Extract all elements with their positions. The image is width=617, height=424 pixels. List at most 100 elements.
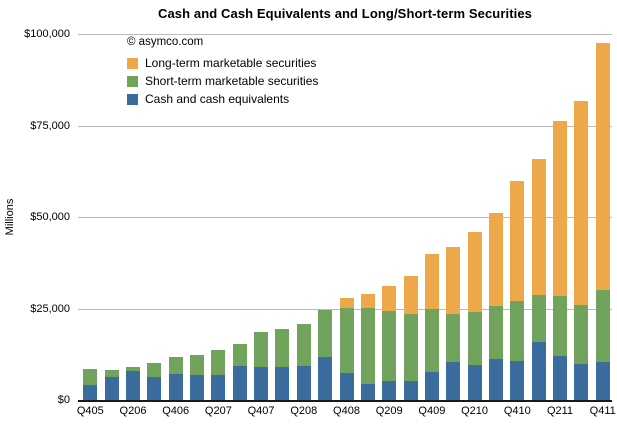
bar-segment [275, 329, 290, 367]
bar-stack-q209 [382, 286, 397, 400]
bar-segment [467, 232, 482, 313]
bar-stack-q408 [339, 298, 354, 400]
bar-segment [531, 341, 546, 400]
bar-segment [595, 42, 610, 290]
bar-stack-q210 [467, 232, 482, 400]
bar-segment [339, 373, 354, 400]
bar-segment [190, 374, 205, 400]
bar-segment [424, 309, 439, 373]
bar-segment [467, 364, 482, 400]
bar-segment [83, 368, 98, 385]
bar-stack-q311 [574, 101, 589, 400]
bar-stack-q307 [232, 343, 247, 400]
bar-segment [403, 275, 418, 315]
x-tick-label: Q210 [461, 405, 489, 417]
legend-item-cash: Cash and cash equivalents [127, 90, 318, 108]
legend-item-short-term: Short-term marketable securities [127, 72, 318, 90]
y-tick-label: $100,000 [24, 28, 70, 40]
bar-stack-q310 [488, 213, 503, 400]
bar-stack-q110 [446, 247, 461, 400]
bar-segment [211, 350, 226, 375]
bar-stack-q410 [510, 181, 525, 400]
bar-segment [254, 366, 269, 400]
bar-segment [104, 376, 119, 400]
bar-segment [595, 362, 610, 400]
plot-area [78, 34, 612, 402]
x-tick-label: Q209 [375, 405, 403, 417]
bar-segment [147, 376, 162, 400]
bar-segment [254, 332, 269, 367]
x-tick-label: Q207 [204, 405, 232, 417]
bar-stack-q306 [147, 363, 162, 400]
bar-segment [296, 365, 311, 400]
bar-segment [424, 254, 439, 310]
chart-title: Cash and Cash Equivalents and Long/Short… [157, 6, 532, 21]
x-tick-label: Q405 [76, 405, 104, 417]
bar-segment [339, 298, 354, 308]
bar-segment [424, 372, 439, 400]
bar-segment [574, 101, 589, 306]
bar-segment [296, 324, 311, 366]
bar-segment [446, 314, 461, 362]
bar-segment [147, 363, 162, 377]
bar-segment [168, 356, 183, 375]
y-tick-label: $25,000 [30, 302, 70, 315]
bar-segment [467, 312, 482, 365]
bar-segment [488, 306, 503, 359]
y-tick-label: $75,000 [30, 119, 70, 132]
gridline [78, 34, 612, 35]
bar-segment [275, 366, 290, 400]
bar-stack-q407 [254, 332, 269, 400]
bar-segment [232, 343, 247, 366]
bar-segment [232, 365, 247, 400]
bar-stack-q411 [595, 42, 610, 400]
bar-segment [318, 356, 333, 400]
bar-segment [83, 385, 98, 400]
bar-segment [446, 361, 461, 400]
bar-segment [510, 301, 525, 361]
bar-stack-q108 [275, 329, 290, 400]
bar-segment [595, 289, 610, 363]
bar-stack-q309 [403, 275, 418, 400]
gridline [78, 125, 612, 127]
bar-segment [382, 380, 397, 400]
x-tick-label: Q208 [290, 405, 318, 417]
bar-segment [510, 360, 525, 400]
x-tick-label: Q410 [503, 405, 531, 417]
gridline [78, 217, 612, 218]
bar-stack-q406 [168, 356, 183, 400]
bar-segment [574, 305, 589, 365]
x-axis-line [78, 400, 612, 402]
x-tick-label: Q411 [589, 405, 616, 417]
bar-segment [360, 383, 375, 400]
bar-segment [553, 121, 567, 297]
legend: © asymco.com Long-term marketable securi… [127, 36, 318, 108]
bar-segment [382, 286, 397, 312]
bar-stack-q211 [553, 121, 567, 400]
bar-segment [574, 364, 589, 400]
legend-swatch-cash-icon [127, 93, 138, 105]
legend-swatch-long-term-icon [127, 57, 138, 69]
bar-segment [168, 374, 183, 400]
bar-segment [211, 374, 226, 400]
bar-segment [360, 308, 375, 384]
bar-stack-q207 [211, 350, 226, 400]
bar-segment [360, 293, 375, 309]
x-tick-label: Q408 [333, 405, 360, 417]
y-tick-label: $50,000 [30, 211, 70, 223]
bar-segment [553, 355, 567, 400]
bar-segment [339, 307, 354, 374]
x-tick-label: Q211 [546, 405, 574, 417]
bar-stack-q107 [190, 355, 205, 400]
bar-segment [403, 380, 418, 400]
copyright-label: © asymco.com [127, 36, 204, 48]
bar-segment [126, 370, 140, 400]
bar-stack-q106 [104, 369, 119, 400]
legend-label-cash: Cash and cash equivalents [145, 92, 290, 106]
bar-segment [190, 355, 205, 375]
bar-segment [488, 213, 503, 307]
bar-segment [488, 358, 503, 400]
bar-stack-q409 [424, 254, 439, 400]
bar-segment [382, 311, 397, 381]
